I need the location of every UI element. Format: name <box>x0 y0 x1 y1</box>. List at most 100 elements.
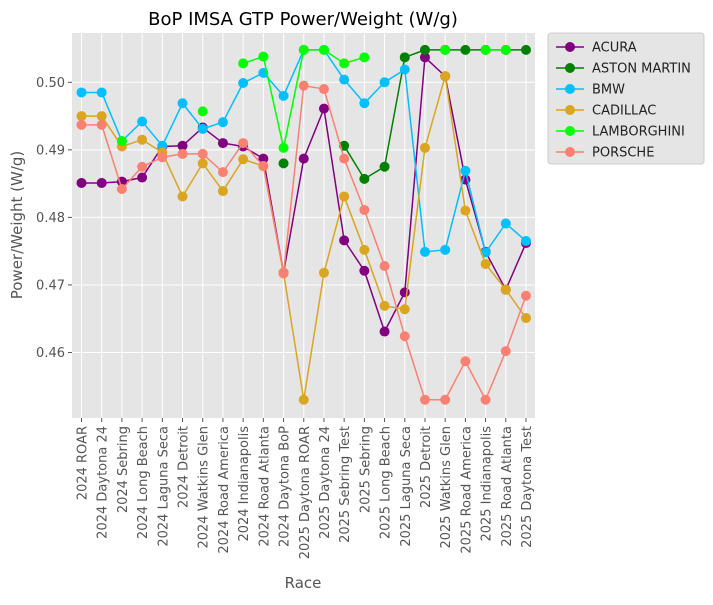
data-point <box>460 205 471 216</box>
data-point <box>116 184 127 195</box>
data-point <box>440 394 451 405</box>
series-lamborghini <box>116 44 511 153</box>
data-point <box>339 153 350 164</box>
data-point <box>359 98 370 109</box>
data-point <box>379 261 390 272</box>
x-tick-label: 2024 Sebring <box>116 426 131 513</box>
data-point <box>197 148 208 159</box>
legend-item: ACURA <box>556 41 637 56</box>
data-point <box>500 44 511 55</box>
data-point <box>379 161 390 172</box>
data-point <box>521 313 531 324</box>
y-axis-label: Power/Weight (W/g) <box>8 151 26 300</box>
data-point <box>339 74 350 85</box>
x-tick-label: 2025 Sebring <box>358 426 373 513</box>
legend-item: LAMBORGHINI <box>556 125 685 140</box>
data-point <box>359 265 370 276</box>
y-tick-label: 0.50 <box>36 76 65 91</box>
data-point <box>137 134 148 145</box>
data-point <box>521 236 531 247</box>
data-point <box>137 161 148 172</box>
x-tick-label: 2024 ROAR <box>76 426 91 500</box>
data-point <box>399 64 410 75</box>
data-point <box>258 153 269 164</box>
data-point <box>177 148 188 159</box>
y-tick-label: 0.47 <box>36 278 65 293</box>
data-point <box>500 284 511 295</box>
y-tick-label: 0.46 <box>36 346 65 361</box>
data-point <box>399 331 410 342</box>
x-tick-label: 2025 Long Beach <box>379 426 394 539</box>
x-tick-label: 2025 Road America <box>459 426 474 554</box>
data-point <box>359 244 370 255</box>
data-point <box>238 138 249 149</box>
data-point <box>500 218 511 229</box>
legend-item: PORSCHE <box>556 146 654 161</box>
data-point <box>339 191 350 202</box>
legend-item: CADILLAC <box>556 104 656 119</box>
x-tick-label: 2024 Indianapolis <box>237 426 252 542</box>
legend-label: LAMBORGHINI <box>592 125 685 140</box>
data-point <box>177 191 188 202</box>
legend: ACURA ASTON MARTIN BMW CADILLAC LAMBORGHINI P… <box>547 32 705 165</box>
x-tick-label: 2025 Detroit <box>419 426 434 508</box>
x-tick-label: 2025 Daytona 24 <box>318 426 333 539</box>
legend-marker <box>565 105 575 115</box>
data-point <box>399 52 410 63</box>
data-point <box>96 87 107 98</box>
data-point <box>298 44 309 55</box>
data-point <box>76 177 87 188</box>
data-point <box>137 116 148 127</box>
x-tick-label: 2024 Long Beach <box>136 426 151 539</box>
data-point <box>399 304 410 315</box>
data-point <box>419 246 430 257</box>
data-point <box>379 77 390 88</box>
data-point <box>217 117 228 128</box>
data-point <box>137 172 148 183</box>
data-point <box>278 158 289 169</box>
data-point <box>258 161 269 172</box>
data-point <box>96 119 107 130</box>
data-point <box>379 300 390 311</box>
legend-marker <box>565 63 575 73</box>
data-point <box>76 87 87 98</box>
data-point <box>419 52 430 63</box>
data-point <box>440 244 451 255</box>
data-point <box>96 177 107 188</box>
data-point <box>419 44 430 55</box>
x-tick-label: 2025 Daytona ROAR <box>298 426 313 559</box>
legend-marker <box>565 42 575 52</box>
data-point <box>298 153 309 164</box>
data-point <box>96 111 107 122</box>
data-point <box>157 152 168 163</box>
data-point <box>359 204 370 215</box>
data-point <box>238 154 249 165</box>
data-point <box>278 268 289 279</box>
x-tick-label: 2025 Laguna Seca <box>399 426 414 547</box>
data-point <box>521 44 531 55</box>
x-axis-label: Race <box>285 574 322 592</box>
data-point <box>339 235 350 246</box>
data-point <box>177 140 188 151</box>
x-tick-label: 2025 Road Atlanta <box>500 426 515 547</box>
data-point <box>359 173 370 184</box>
data-point <box>419 142 430 153</box>
legend-marker <box>565 84 575 94</box>
x-tick-label: 2024 Watkins Glen <box>197 426 212 549</box>
data-point <box>217 138 228 149</box>
legend-label: PORSCHE <box>592 146 654 161</box>
legend-label: ACURA <box>592 41 637 56</box>
legend-label: CADILLAC <box>592 104 656 119</box>
data-point <box>217 186 228 197</box>
data-point <box>197 123 208 134</box>
x-tick-label: 2025 Watkins Glen <box>439 426 454 549</box>
data-point <box>318 84 329 95</box>
y-tick-label: 0.48 <box>36 211 65 226</box>
data-point <box>217 167 228 178</box>
x-tick-label: 2024 Road America <box>217 426 232 554</box>
data-point <box>177 98 188 109</box>
data-point <box>460 356 471 367</box>
data-point <box>197 106 208 117</box>
data-point <box>460 44 471 55</box>
data-point <box>318 44 329 55</box>
